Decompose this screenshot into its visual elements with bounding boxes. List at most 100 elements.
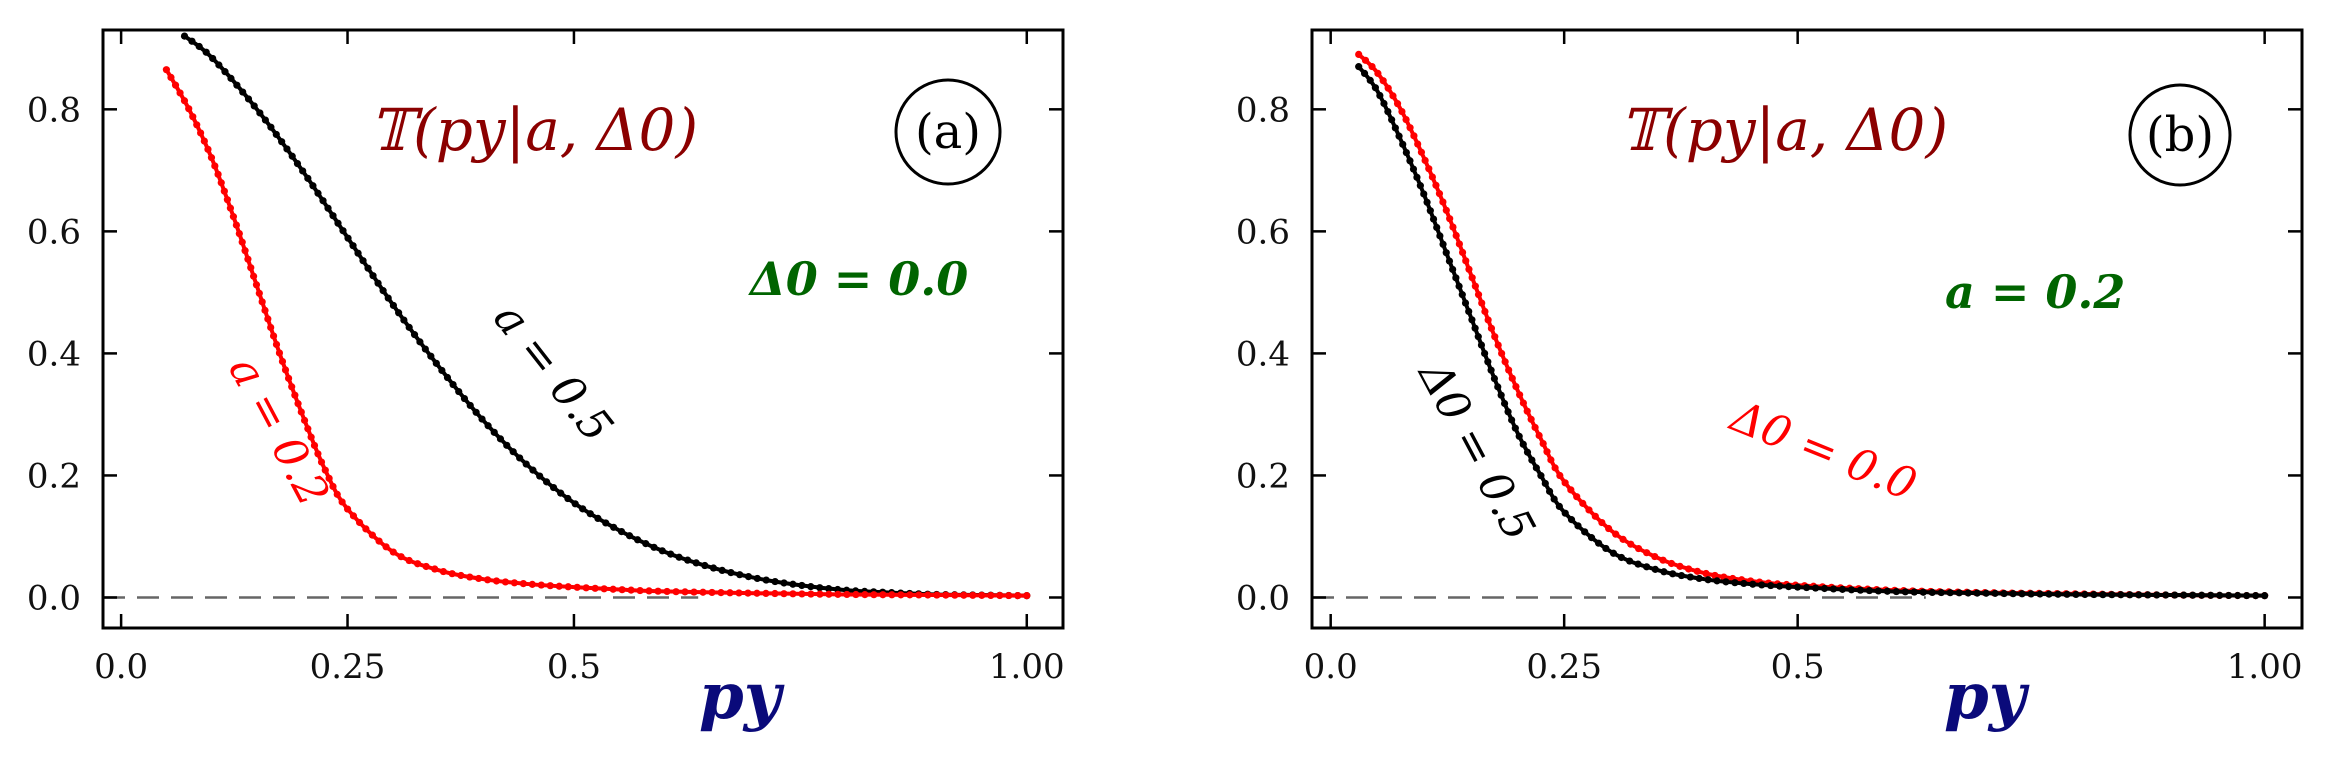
panel-a-xlabel: py	[699, 659, 785, 734]
panel-b-xlabel: py	[1944, 659, 2030, 734]
panel-a-series-1-point	[343, 505, 352, 513]
panel-a-series-1-point	[162, 66, 170, 74]
panel-b-series-1-point	[1436, 232, 1444, 240]
panel-a-series-1-point	[942, 591, 950, 599]
panel-a-series-1-point	[431, 565, 439, 573]
panel-b-series-1-point	[1380, 99, 1388, 108]
panel-a-series-1-point	[627, 586, 635, 594]
panel-b-series-0-point	[1651, 552, 1659, 561]
panel-b-series-1-point	[1537, 472, 1545, 480]
panel-b-series-0-point	[1398, 107, 1406, 116]
panel-a-series-1-point	[389, 548, 397, 556]
panel-b-series-1-point	[1973, 589, 1981, 597]
panel-b-series-1-point	[1617, 553, 1625, 562]
panel-a-plot-area: 0.0 0.25 0.5 1.00 0.0 0.2 0.4 0.6 0.8	[27, 30, 1065, 687]
panel-b-series-0-point	[1428, 173, 1436, 181]
panel-a-series-1-point	[244, 255, 252, 263]
panel-b-series-1-point	[1452, 274, 1460, 282]
panel-b-series-0-point	[1535, 431, 1543, 440]
panel-a-series-0-point	[227, 74, 235, 82]
panel-b-series-1-point	[1767, 581, 1775, 590]
panel-a-series-0-point	[267, 123, 275, 131]
panel-b-series-1-point	[1409, 165, 1418, 173]
panel-a-series-1-point	[200, 137, 208, 145]
panel-b-series-1-point	[2126, 591, 2134, 599]
panel-a-series-1-point	[879, 591, 887, 599]
panel-b-series-1-point	[1465, 307, 1473, 316]
panel-a-series-0-point	[718, 566, 726, 574]
panel-a-series-1-point	[382, 543, 390, 551]
panel-a-series-1-point	[207, 154, 216, 162]
panel-a-series-1-point	[582, 584, 590, 592]
panel-b-xtick-label-2: 0.5	[1771, 647, 1825, 687]
panel-b-series-1-point	[2225, 591, 2233, 600]
panel-a-label-a02: a = 0.2	[218, 348, 339, 514]
panel-a-series-0-point	[789, 580, 797, 588]
panel-a-series-0-point	[400, 316, 408, 324]
panel-b-series-0-point	[1410, 132, 1418, 140]
panel-b-series-0-point	[1543, 448, 1551, 456]
panel-b-series-1-point	[1669, 570, 1677, 578]
panel-a-tag: (a)	[894, 78, 1002, 186]
panel-b-series-0-point	[1465, 265, 1473, 273]
panel-a-series-0-point	[364, 264, 372, 272]
panel-a-series-1-point	[249, 272, 258, 280]
panel-b-series-0-point	[1462, 257, 1470, 265]
panel-a-series-1-point	[269, 332, 278, 340]
panel-b-series-1-point	[1395, 132, 1403, 140]
panel-b-series-1-point	[2189, 591, 2197, 599]
panel-b-series-1-point	[1471, 324, 1479, 332]
panel-b-series-1-point	[1982, 589, 1990, 597]
panel-b-series-0-point	[1368, 62, 1376, 71]
panel-a-series-0-point	[460, 394, 469, 403]
panel-a-series-1-point	[546, 582, 554, 590]
panel-a-series-0-point	[233, 81, 241, 89]
panel-a-series-0-point	[529, 466, 537, 474]
panel-a-series-1-point	[924, 591, 932, 599]
panel-b-series-0-point	[1556, 471, 1564, 480]
panel-a-xtick-label-2: 0.5	[547, 647, 601, 687]
panel-b-plot-area: 0.0 0.25 0.5 1.00 0.0 0.2 0.4 0.6 0.8	[1236, 30, 2302, 687]
panel-a-series-0-point	[449, 380, 457, 389]
panel-a-series-1-point	[663, 587, 671, 596]
panel-a-series-1-point	[189, 113, 197, 121]
panel-a-series-1-point	[861, 591, 869, 599]
panel-a-series-0-point	[239, 88, 247, 96]
panel-a-tag-label: (a)	[915, 104, 981, 160]
panel-a-series-0-point	[586, 510, 594, 518]
panel-b-series-1-point	[1455, 282, 1463, 290]
panel-a-series-1-point	[197, 129, 205, 137]
panel-a-series-1-point	[555, 582, 563, 590]
panel-b-series-0-point	[1539, 439, 1547, 448]
panel-b-series-0-point	[1491, 333, 1499, 341]
panel-b-series-1-point	[2135, 591, 2143, 599]
panel-b-series-1-point	[1594, 539, 1603, 547]
panel-a-series-1-point	[681, 588, 689, 596]
panel-b-series-0-point	[1579, 499, 1587, 507]
panel-a-series-1-point	[238, 238, 246, 246]
panel-b-series-1-point	[2144, 591, 2152, 599]
panel-b-series-1-point	[1468, 316, 1476, 324]
panel-a-series-0-point	[455, 387, 463, 396]
panel-a-series-1-point	[834, 590, 842, 598]
panel-a-series-1-point	[321, 466, 329, 474]
panel-b-series-1-point	[2099, 591, 2107, 599]
panel-b-ytick-label-4: 0.8	[1236, 90, 1290, 130]
panel-b-series-1-point	[1458, 291, 1466, 299]
panel-a-series-0-point	[701, 561, 709, 570]
panel-b-series-0-point	[1519, 399, 1528, 407]
panel-a-series-0-point	[825, 585, 833, 593]
panel-a-series-0-point	[496, 435, 505, 443]
panel-a-series-0-point	[549, 483, 558, 492]
panel-a-series-0-point	[244, 95, 253, 103]
panel-b-series-1-point	[1523, 448, 1532, 456]
panel-b-series-1-point	[1955, 589, 1963, 597]
panel-b-series-1-point	[1413, 173, 1421, 181]
panel-a-series-0-point	[256, 109, 264, 117]
panel-b-series-1-point	[1919, 588, 1927, 596]
panel-a-series-0-point	[490, 428, 498, 436]
panel-b-series-1-point	[1561, 509, 1569, 517]
panel-b-series-1-point	[1677, 571, 1686, 580]
panel-a-series-1-point	[897, 591, 905, 599]
